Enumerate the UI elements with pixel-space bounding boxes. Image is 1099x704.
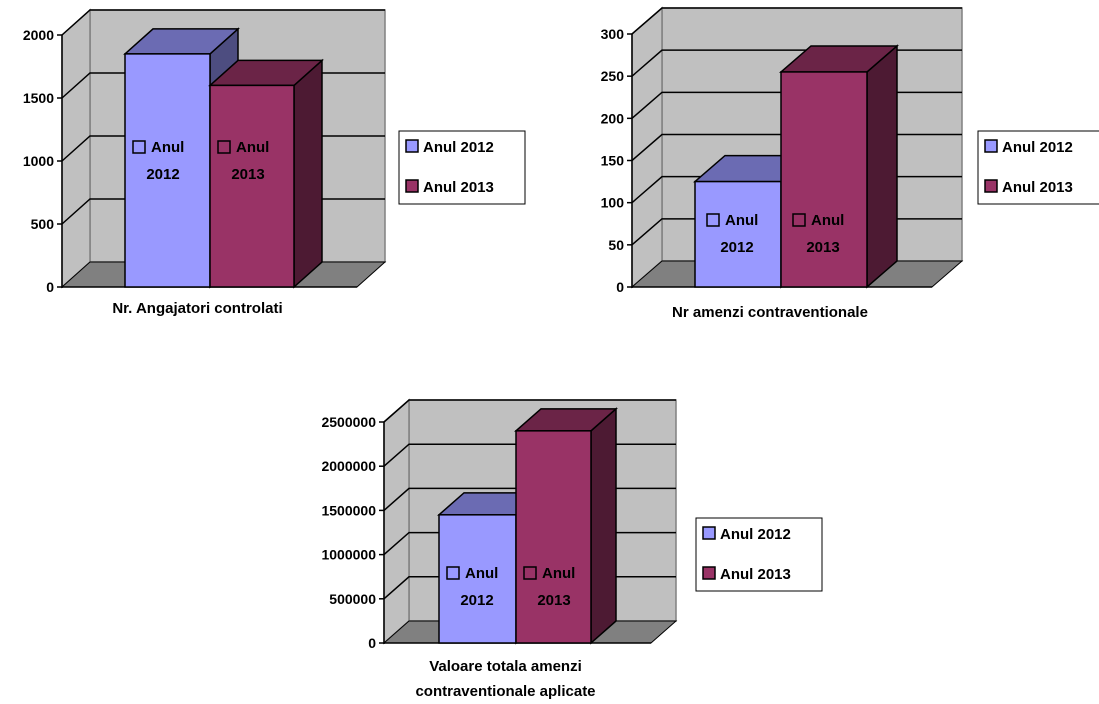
legend-entry: Anul 2013 xyxy=(720,566,791,583)
legend-swatch xyxy=(984,179,998,193)
gridline xyxy=(631,7,962,35)
legend-swatch xyxy=(405,179,419,193)
data-label-marker xyxy=(706,213,720,227)
y-tick-label: 0 xyxy=(46,279,54,295)
y-tick-label: 2500000 xyxy=(321,414,376,430)
data-label-marker xyxy=(132,140,146,154)
bar-front xyxy=(124,53,211,288)
data-label-line1: Anul xyxy=(465,565,498,582)
y-tick-label: 100 xyxy=(601,195,625,211)
y-tick-label: 500 xyxy=(31,216,55,232)
bar-front xyxy=(694,180,782,288)
data-label-line2: 2013 xyxy=(231,166,264,183)
legend-swatch xyxy=(405,139,419,153)
bar-front xyxy=(515,430,592,644)
legend-box xyxy=(398,130,526,205)
side-wall xyxy=(383,398,410,645)
y-tick-label: 200 xyxy=(601,110,625,126)
legend-entry: Anul 2013 xyxy=(423,179,494,196)
legend-box xyxy=(977,130,1099,205)
legend: Anul 2012 Anul 2013 xyxy=(405,139,494,196)
x-axis-label: Nr. Angajatori controlati xyxy=(112,300,282,317)
bar-2013 xyxy=(208,58,324,289)
data-label-marker xyxy=(446,566,460,580)
legend-entry: Anul 2012 xyxy=(423,139,494,156)
data-label-line2: 2012 xyxy=(460,592,493,609)
data-label-line1: Anul xyxy=(151,139,184,156)
x-axis-label: contraventionale aplicate xyxy=(415,683,595,700)
data-label-line2: 2012 xyxy=(146,166,179,183)
y-tick-label: 300 xyxy=(601,26,625,42)
bar-front xyxy=(209,84,295,288)
legend-swatch xyxy=(702,526,716,540)
data-label-marker xyxy=(523,566,537,580)
legend-box xyxy=(695,517,823,592)
data-label-line1: Anul xyxy=(811,212,844,229)
gridline xyxy=(383,399,676,423)
legend: Anul 2012 Anul 2013 xyxy=(702,526,791,583)
bar-2013 xyxy=(778,44,900,289)
legend-swatch xyxy=(702,566,716,580)
y-tick-label: 150 xyxy=(601,153,625,169)
bar-side xyxy=(590,407,617,645)
y-tick-label: 1000000 xyxy=(321,547,376,563)
y-tick-label: 2000000 xyxy=(321,458,376,474)
data-label-line2: 2013 xyxy=(806,239,839,256)
data-label-marker xyxy=(217,140,231,154)
legend-entry: Anul 2012 xyxy=(1002,139,1073,156)
y-tick-label: 50 xyxy=(608,237,624,253)
y-tick-label: 2000 xyxy=(23,27,54,43)
data-label-line1: Anul xyxy=(725,212,758,229)
y-tick-label: 1500 xyxy=(23,90,54,106)
gridline xyxy=(61,9,385,36)
data-label-line2: 2013 xyxy=(537,592,570,609)
data-label-line2: 2012 xyxy=(720,239,753,256)
data-label-marker xyxy=(792,213,806,227)
bar-2013 xyxy=(514,407,618,645)
y-tick-label: 1000 xyxy=(23,153,54,169)
y-tick-label: 0 xyxy=(368,635,376,651)
x-axis-label: Nr amenzi contraventionale xyxy=(672,304,868,321)
data-label-line1: Anul xyxy=(236,139,269,156)
y-tick-label: 250 xyxy=(601,68,625,84)
legend-entry: Anul 2012 xyxy=(720,526,791,543)
data-label-line1: Anul xyxy=(542,565,575,582)
legend-swatch xyxy=(984,139,998,153)
x-axis-label: Valoare totala amenzi xyxy=(429,658,582,675)
legend-entry: Anul 2013 xyxy=(1002,179,1073,196)
y-tick-label: 1500000 xyxy=(321,502,376,518)
y-tick-label: 0 xyxy=(616,279,624,295)
bar-front xyxy=(780,71,868,288)
legend: Anul 2012 Anul 2013 xyxy=(984,139,1073,196)
y-tick-label: 500000 xyxy=(329,591,376,607)
